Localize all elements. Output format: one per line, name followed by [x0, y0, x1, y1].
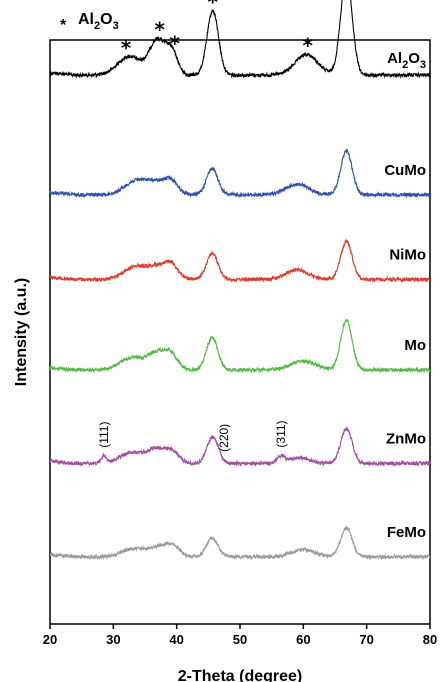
- peak-star-2: *: [170, 31, 181, 55]
- x-tick-label-50: 50: [233, 632, 247, 647]
- legend-star: *: [60, 17, 67, 34]
- x-tick-label-20: 20: [43, 632, 57, 647]
- series-line-femo: [49, 526, 431, 561]
- hkl-label-1: (220): [217, 424, 231, 452]
- series-layer: [49, 0, 431, 561]
- series-label-al2o3: Al2O3: [387, 50, 426, 71]
- peak-star-0: *: [121, 36, 132, 60]
- series-label-femo: FeMo: [387, 524, 426, 541]
- series-line-mo: [49, 318, 431, 374]
- x-tick-label-30: 30: [106, 632, 120, 647]
- series-label-cumo: CuMo: [384, 162, 426, 179]
- x-tick-label-70: 70: [359, 632, 373, 647]
- series-label-znmo: ZnMo: [386, 430, 426, 447]
- y-axis-title: Intensity (a.u.): [13, 278, 30, 386]
- peak-star-3: *: [208, 0, 219, 14]
- peak-star-1: *: [154, 18, 165, 42]
- hkl-label-2: (311): [274, 420, 288, 447]
- x-axis-title: 2-Theta (degree): [178, 668, 302, 682]
- series-label-nimo: NiMo: [389, 246, 426, 263]
- series-label-mo: Mo: [404, 337, 426, 354]
- series-line-nimo: [49, 238, 431, 284]
- plot-frame: [49, 39, 431, 625]
- series-line-cumo: [49, 147, 431, 199]
- series-line-al2o3: [49, 0, 431, 79]
- peak-star-4: *: [303, 34, 314, 58]
- x-tick-label-60: 60: [296, 632, 310, 647]
- x-tick-label-40: 40: [169, 632, 183, 647]
- legend: * Al2O3: [60, 11, 119, 34]
- marker-layer: Al2O3******CuMoNiMoMoZnMo(111)(220)(311)…: [97, 0, 426, 541]
- series-line-znmo: [49, 425, 431, 468]
- legend-label: Al2O3: [78, 11, 119, 32]
- x-tick-label-80: 80: [423, 632, 437, 647]
- hkl-label-0: (111): [97, 422, 111, 448]
- x-axis: 20 30 40 50 60 70 80: [43, 624, 437, 647]
